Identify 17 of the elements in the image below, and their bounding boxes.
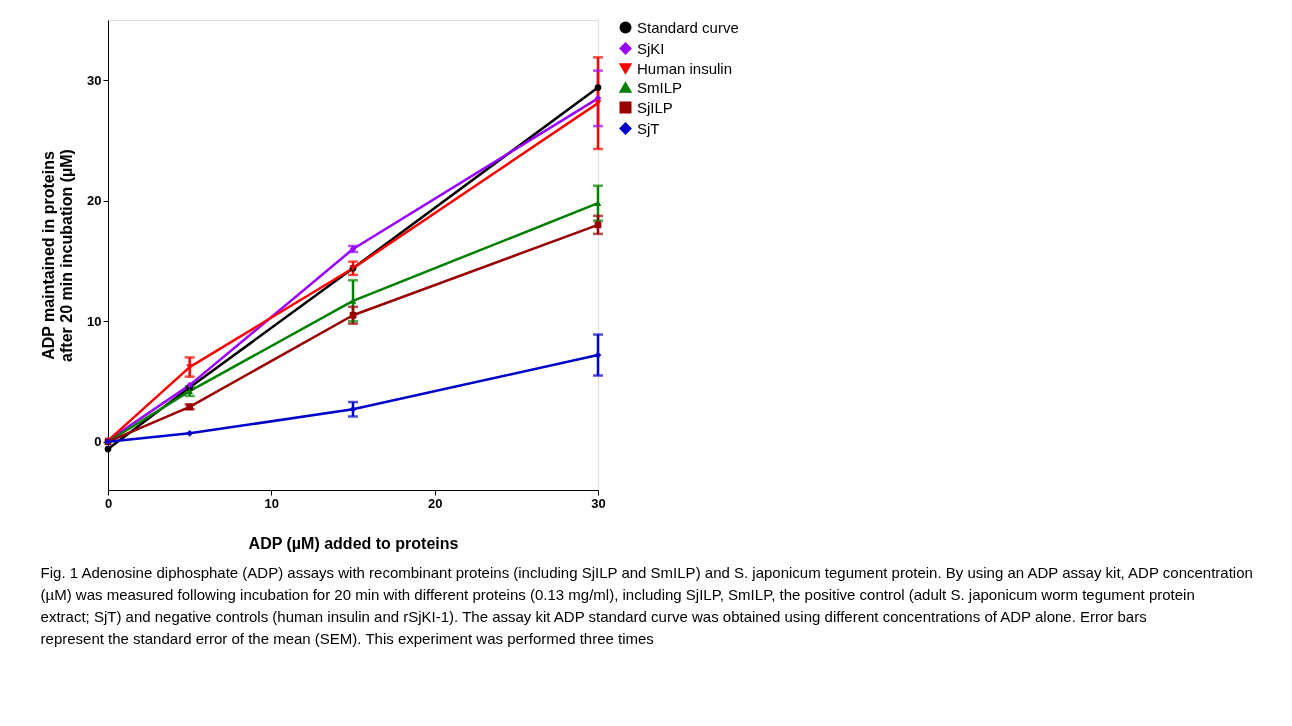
x-tick-label: 30 — [591, 495, 606, 511]
legend-label: SjILP — [637, 98, 673, 116]
caption: Fig. 1 Adenosine diphosphate (ADP) assays with recombinant proteins (including SjILP and SmILP) and S. japonicum tegument protein. By using an ADP assay kit, ADP concentration (µM) was measured following incubation for 20 min with different proteins (0.13 mg/ml), including SjILP, SmILP, the positive control (adult S. japonicum worm tegument protein extract; SjT) and negative controls (human insulin and rSjKI-1). The assay kit ADP standard curve was obtained using different concentrations of ADP alone. Error bars represent the standard error of the mean (SEM). This experiment was performed three times — [40, 564, 1253, 647]
y-tick-label: 30 — [87, 72, 102, 88]
x-axis-title: ADP (µM) added to proteins — [248, 534, 459, 552]
legend-label: SjT — [637, 119, 660, 137]
x-tick-label: 20 — [427, 495, 443, 511]
y-tick-label: 10 — [87, 313, 102, 329]
y-tick-label: 20 — [87, 193, 102, 209]
legend-label: Standard curve — [637, 18, 739, 36]
y-tick-label: 0 — [94, 434, 102, 450]
legend-label: SmILP — [637, 78, 683, 96]
x-tick-label: 0 — [104, 495, 113, 511]
x-tick-label: 10 — [264, 495, 280, 511]
legend-label: SjKI — [637, 39, 665, 57]
legend-label: Human insulin — [637, 59, 733, 77]
y-axis-title: ADP maintained in proteins after 20 min incubation (µM) — [40, 149, 76, 362]
